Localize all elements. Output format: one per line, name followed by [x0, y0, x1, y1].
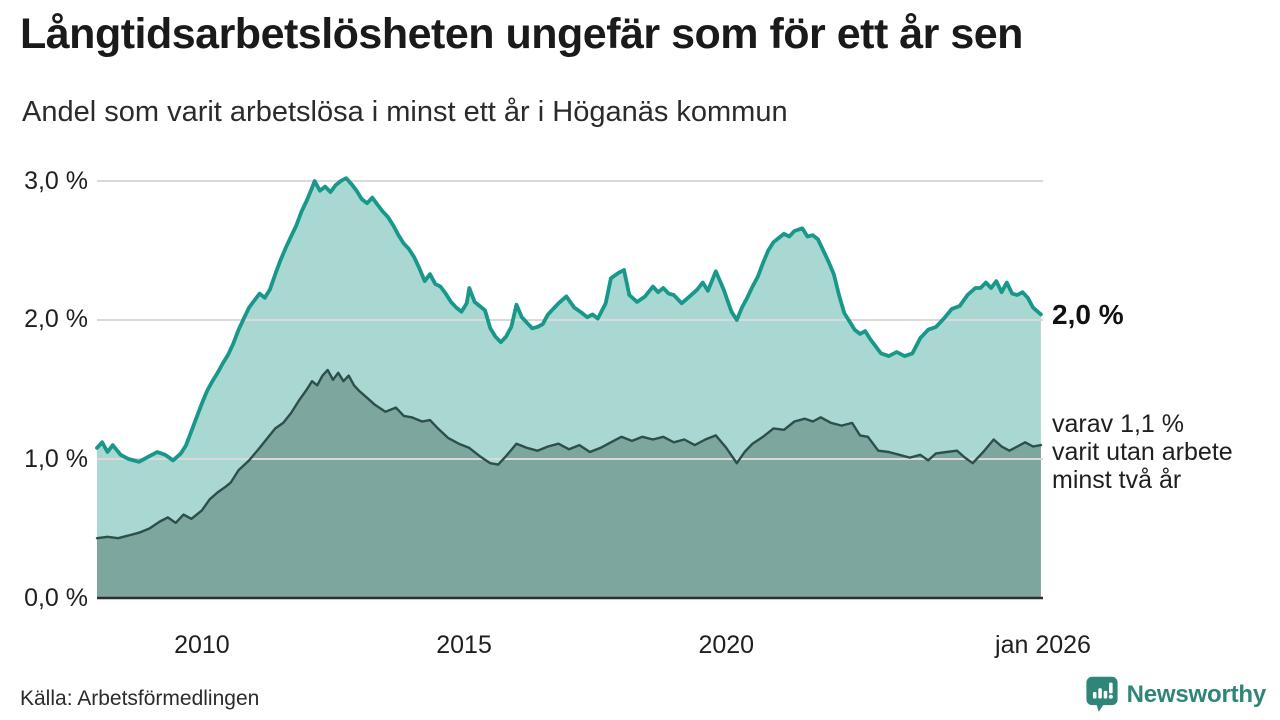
y-tick-1: 1,0 %: [24, 445, 88, 473]
newsworthy-wordmark: Newsworthy: [1126, 680, 1267, 708]
page-title: Långtidsarbetslösheten ungefär som för e…: [20, 10, 1023, 58]
y-tick-0: 0,0 %: [24, 584, 88, 612]
x-tick-2015: 2015: [436, 631, 492, 659]
newsworthy-logo: Newsworthy: [1085, 676, 1266, 713]
annotation-total-end-value: 2,0 %: [1052, 299, 1124, 330]
annotation-two-year-line2: varit utan arbete: [1052, 438, 1233, 466]
x-tick-2020: 2020: [698, 631, 755, 659]
annotation-two-year-line1: varav 1,1 %: [1052, 410, 1185, 438]
x-tick-jan-2026: jan 2026: [995, 631, 1091, 659]
annotation-two-year-line3: minst två år: [1052, 466, 1182, 494]
source-note: Källa: Arbetsförmedlingen: [20, 687, 260, 710]
y-tick-2: 2,0 %: [24, 305, 88, 333]
newsworthy-icon: [1086, 676, 1118, 712]
y-tick-3: 3,0 %: [24, 167, 88, 195]
x-tick-2010: 2010: [174, 631, 230, 659]
annotation-two-year: varav 1,1 % varit utan arbete minst två …: [1052, 410, 1233, 494]
chart-subtitle: Andel som varit arbetslösa i minst ett å…: [22, 96, 788, 128]
